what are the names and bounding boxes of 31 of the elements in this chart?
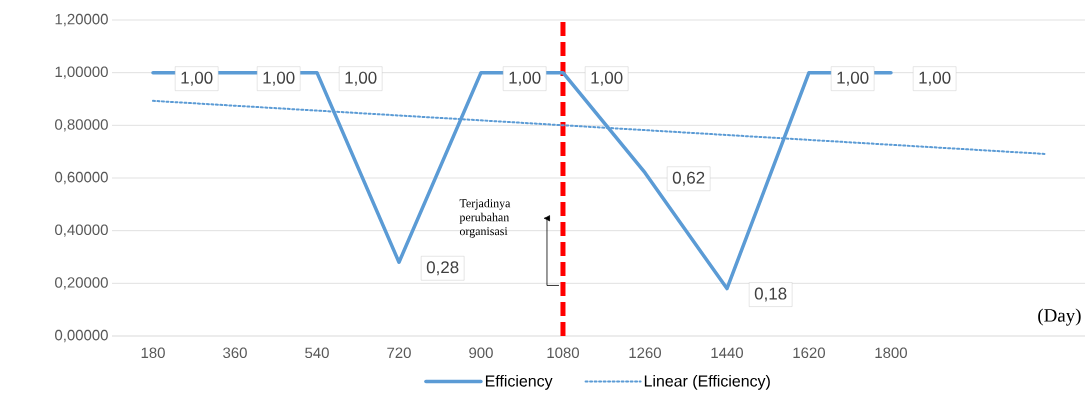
data-label: 1,00 — [345, 71, 377, 86]
y-tick-label: 1,20000 — [55, 13, 108, 27]
x-tick-label: 180 — [141, 347, 165, 359]
x-tick-label: 720 — [387, 347, 411, 359]
y-tick-label: 0,40000 — [55, 224, 108, 237]
data-label: 1,00 — [263, 71, 295, 86]
data-label: 1,00 — [181, 71, 213, 86]
x-axis-title: (Day) — [1038, 308, 1081, 326]
data-label: 1,00 — [919, 71, 951, 86]
data-label: 1,00 — [837, 71, 869, 86]
legend-label: Linear (Efficiency) — [644, 374, 770, 390]
y-tick-label: 0,60000 — [55, 171, 108, 185]
x-tick-label: 360 — [223, 347, 247, 359]
y-tick-label: 0,00000 — [55, 329, 108, 343]
y-tick-label: 0,20000 — [55, 277, 108, 290]
annotation: Terjadinya perubahan organisasi — [459, 198, 511, 238]
y-tick-label: 0,80000 — [55, 119, 108, 132]
legend-label: Efficiency — [485, 374, 553, 390]
data-label: 1,00 — [591, 71, 623, 86]
x-tick-label: 1260 — [629, 347, 661, 359]
data-label: 1,00 — [509, 71, 541, 86]
data-label: 0,62 — [672, 171, 705, 186]
y-tick-label: 1,00000 — [55, 66, 108, 79]
x-tick-label: 1440 — [711, 347, 743, 359]
x-tick-label: 1800 — [875, 347, 907, 359]
x-tick-label: 900 — [469, 347, 493, 359]
x-tick-label: 540 — [305, 347, 329, 359]
x-tick-label: 1620 — [793, 347, 825, 359]
data-label: 0,28 — [426, 261, 459, 276]
x-tick-label: 1080 — [547, 347, 579, 359]
data-label: 0,18 — [754, 287, 787, 302]
